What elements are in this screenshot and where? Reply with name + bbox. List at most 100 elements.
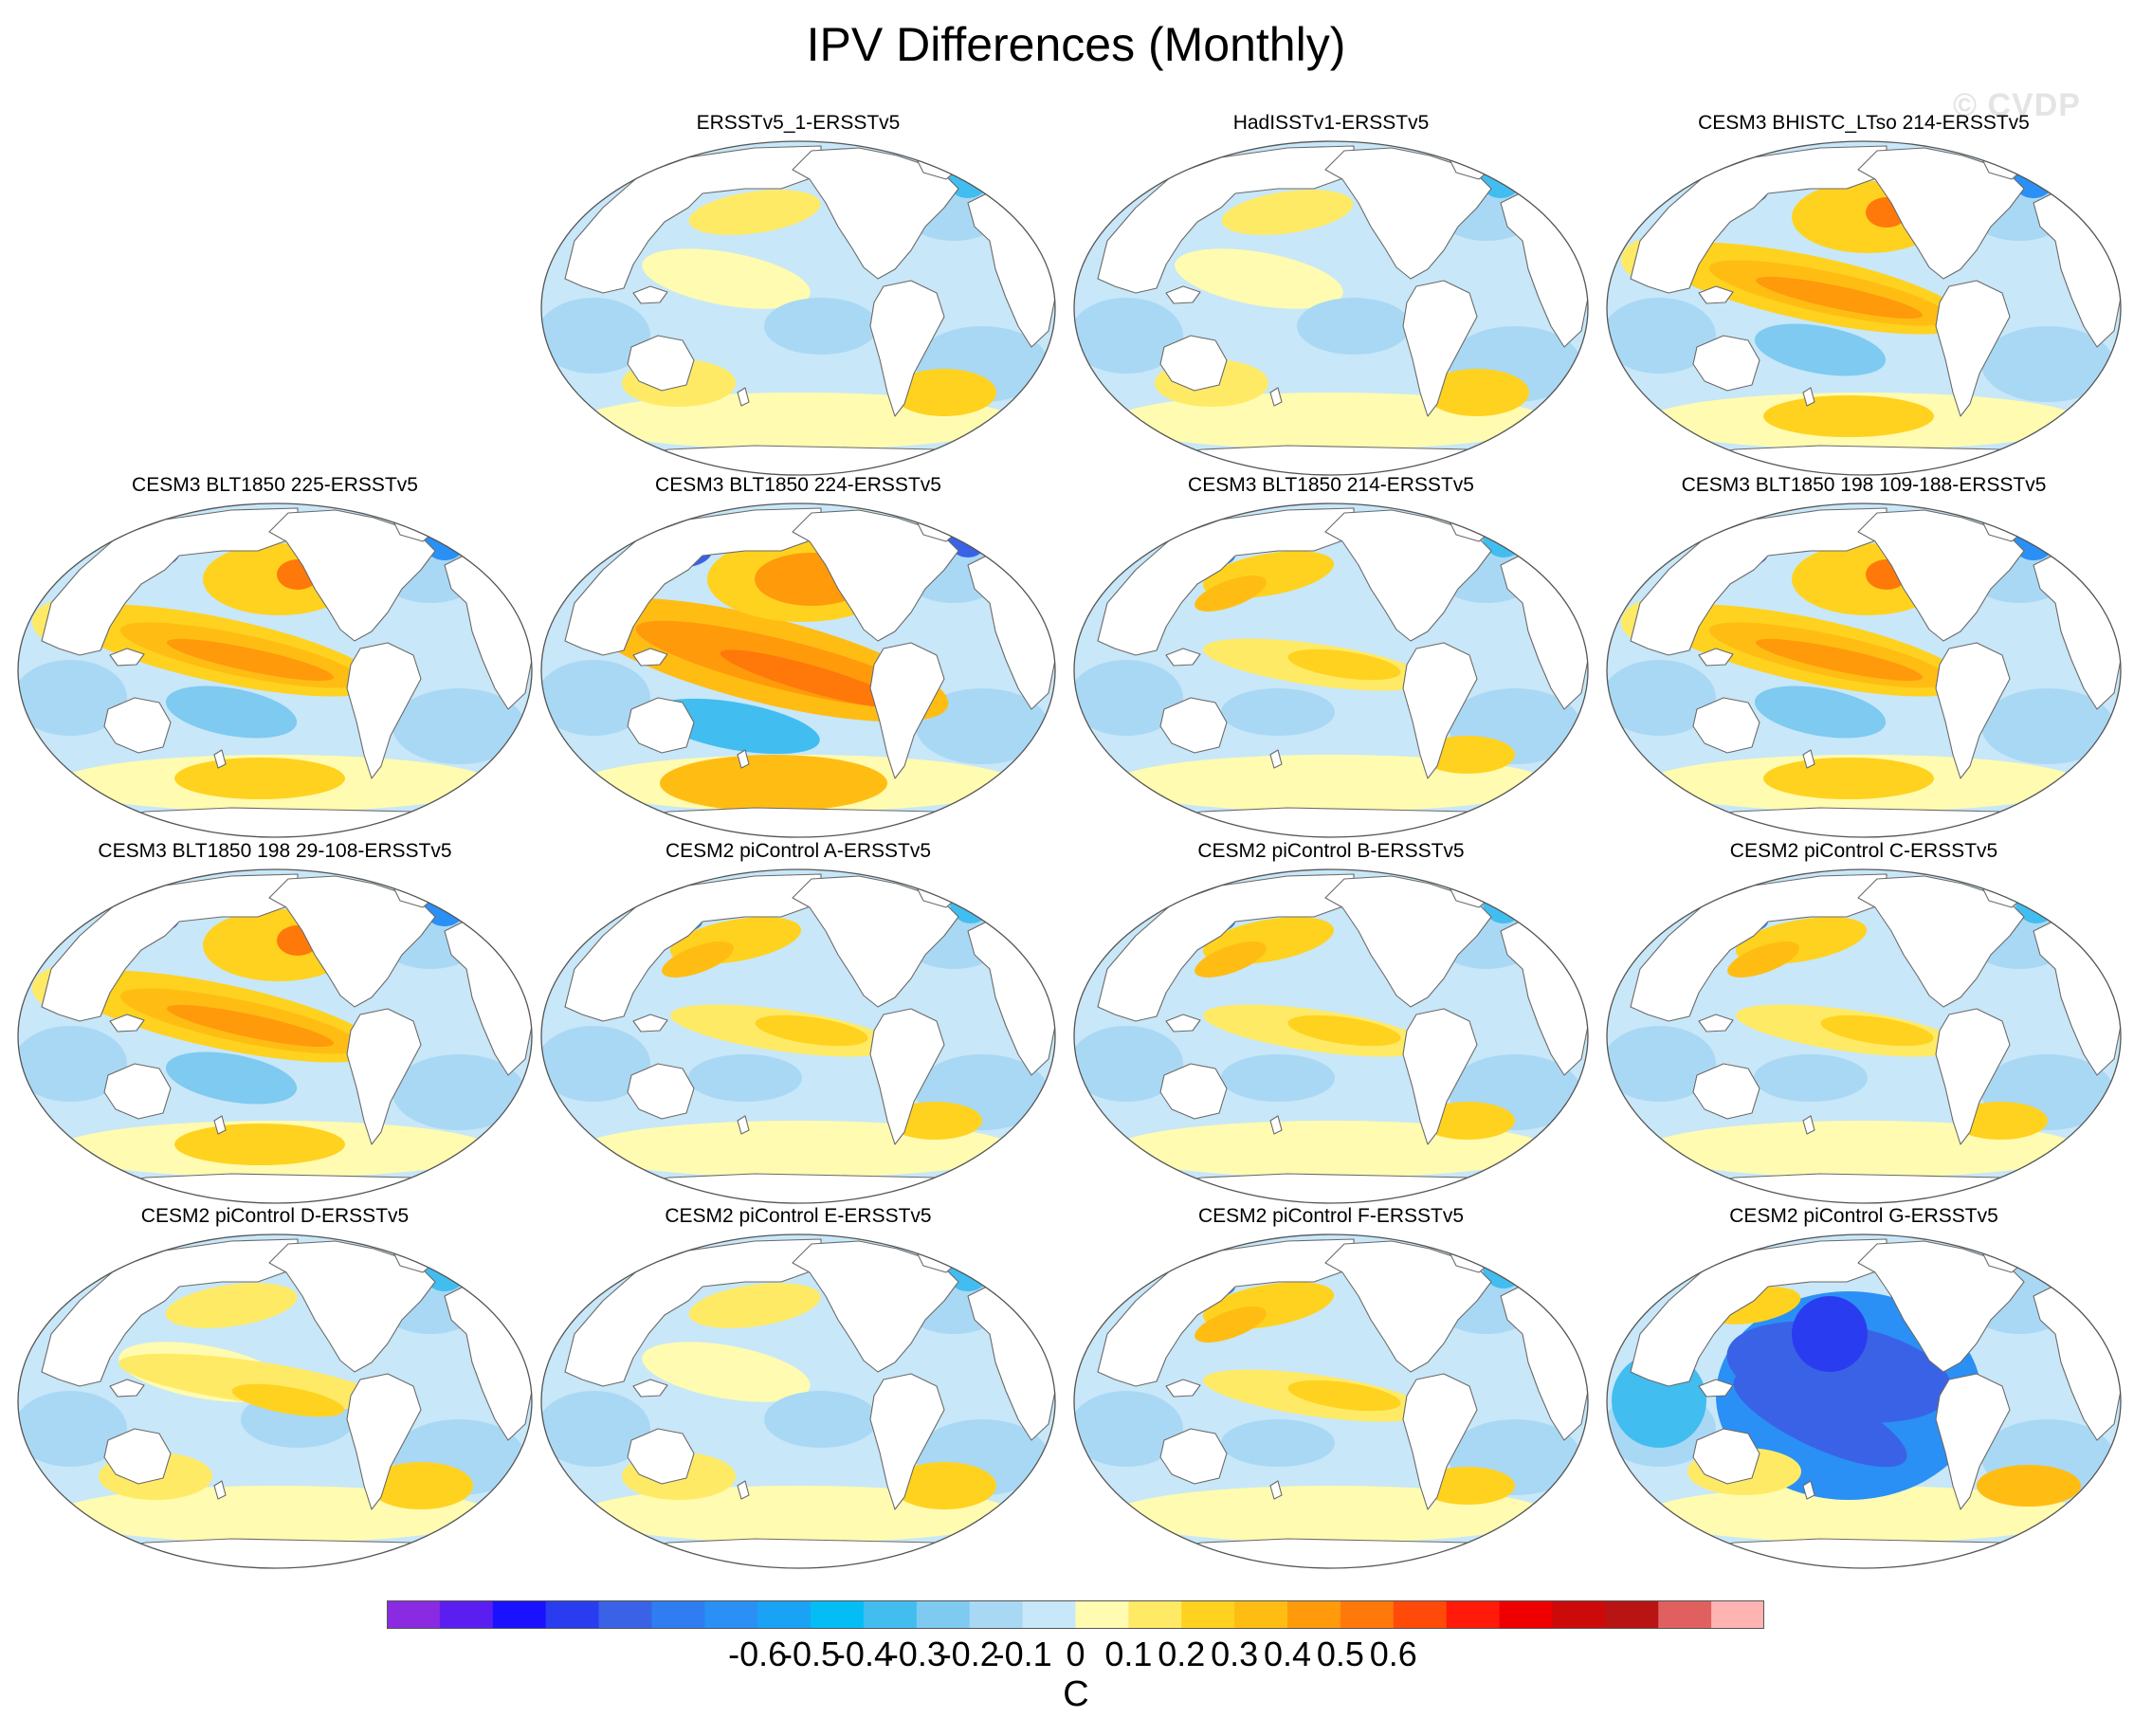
colorbar-tick-label: -0.3	[886, 1635, 946, 1673]
anomaly-patch	[165, 1283, 298, 1328]
colorbar-units: C	[1063, 1674, 1089, 1714]
anomaly-patch	[1792, 1296, 1868, 1372]
anomaly-patch	[1221, 1054, 1335, 1102]
anomaly-patch	[1646, 1486, 2082, 1543]
land-antarctica	[1149, 1173, 1516, 1203]
land-new-zealand	[737, 1480, 750, 1500]
colorbar-tick-label: 0.2	[1158, 1635, 1206, 1673]
colorbar-swatch	[1181, 1600, 1235, 1629]
anomaly-patch	[1754, 685, 1887, 739]
land-south-america	[1402, 1008, 1478, 1145]
land-australia	[627, 1428, 695, 1485]
map-plot	[1606, 503, 2122, 838]
map-panel: ERSSTv5_1-ERSSTv5	[537, 112, 1060, 477]
land-australia	[627, 1063, 695, 1120]
anomaly-patch	[1287, 1014, 1401, 1047]
map-plot	[1073, 140, 1589, 476]
colorbar-outline	[387, 1600, 1764, 1629]
land-maritime-continent	[1165, 1014, 1201, 1032]
ocean-field	[18, 1234, 532, 1568]
colorbar-tick-label: -0.1	[993, 1635, 1052, 1673]
anomaly-patch	[392, 1054, 525, 1130]
panel-title: CESM3 BLT1850 214-ERSSTv5	[1188, 474, 1474, 496]
anomaly-patch	[1074, 298, 1183, 374]
map-plot	[1606, 868, 2122, 1204]
land-maritime-continent	[632, 1379, 668, 1398]
panel-title: CESM2 piControl A-ERSSTv5	[665, 840, 932, 862]
panel-title: HadISSTv1-ERSSTv5	[1232, 112, 1430, 134]
anomaly-patch	[1607, 1026, 1716, 1102]
land-antarctica	[1149, 445, 1516, 475]
map-plot	[540, 1233, 1056, 1569]
colorbar-swatch	[545, 1600, 600, 1629]
colorbar-swatch	[1552, 1600, 1606, 1629]
panel-title: CESM2 piControl D-ERSSTv5	[140, 1205, 410, 1227]
anomaly-patch	[1195, 576, 1267, 612]
land-maritime-continent	[632, 285, 668, 304]
land-australia	[627, 697, 695, 754]
map-panel: CESM3 BHISTC_LTso 214-ERSSTv5	[1602, 112, 2125, 477]
land-antarctica	[1149, 807, 1516, 837]
land-maritime-continent	[1165, 1379, 1201, 1398]
colorbar-swatch	[863, 1600, 918, 1629]
land-new-zealand	[1269, 1115, 1283, 1135]
colorbar-tick-label: 0.6	[1369, 1635, 1417, 1673]
anomaly-patch	[1074, 660, 1183, 736]
globe-outline	[1073, 140, 1589, 476]
ocean-field	[1607, 869, 2121, 1203]
land-new-zealand	[1802, 749, 1815, 769]
anomaly-patch	[1977, 1465, 2081, 1507]
colorbar-swatch	[1022, 1600, 1077, 1629]
land-antarctica	[93, 1538, 460, 1568]
anomaly-patch	[18, 1026, 127, 1102]
colorbar-tick-label: 0.4	[1264, 1635, 1312, 1673]
land-antarctica	[616, 807, 983, 837]
anomaly-patch	[1981, 326, 2114, 402]
anomaly-patch	[642, 248, 811, 309]
map-plot	[540, 868, 1056, 1204]
anomaly-patch	[688, 1054, 802, 1102]
ocean-field	[1607, 503, 2121, 837]
panel-title: CESM2 piControl E-ERSSTv5	[665, 1205, 932, 1227]
land-antarctica	[1682, 1538, 2049, 1568]
map-panel: CESM2 piControl D-ERSSTv5	[13, 1205, 537, 1570]
anomaly-patch	[892, 369, 996, 416]
land-antarctica	[93, 807, 460, 837]
land-new-zealand	[1269, 749, 1283, 769]
map-plot	[1073, 868, 1589, 1204]
map-plot	[1073, 1233, 1589, 1569]
map-panel: CESM3 BLT1850 225-ERSSTv5	[13, 474, 537, 839]
land-new-zealand	[1802, 1480, 1815, 1500]
land-new-zealand	[737, 387, 750, 407]
colorbar-swatch	[387, 1600, 441, 1629]
ocean-field	[541, 1234, 1055, 1568]
anomaly-patch	[392, 688, 525, 764]
panel-title: CESM3 BLT1850 198 29-108-ERSSTv5	[98, 840, 452, 862]
globe-outline	[1073, 868, 1589, 1204]
colorbar-tick-label: -0.2	[939, 1635, 999, 1673]
map-panel: CESM2 piControl F-ERSSTv5	[1069, 1205, 1593, 1570]
anomaly-patch	[165, 685, 298, 739]
anomaly-patch	[662, 941, 734, 978]
colorbar-tick-label: 0	[1066, 1635, 1085, 1673]
anomaly-patch	[541, 1391, 650, 1467]
anomaly-patch	[165, 1051, 298, 1105]
colorbar-swatch	[811, 1600, 865, 1629]
anomaly-patch	[755, 1014, 868, 1047]
land-maritime-continent	[1698, 1379, 1734, 1398]
colorbar-swatch	[1393, 1600, 1448, 1629]
colorbar-swatch	[1711, 1600, 1764, 1629]
land-south-america	[346, 1373, 422, 1510]
map-panel: CESM2 piControl A-ERSSTv5	[537, 840, 1060, 1205]
map-panel: CESM3 BLT1850 198 29-108-ERSSTv5	[13, 840, 537, 1205]
anomaly-patch	[1425, 369, 1529, 416]
anomaly-patch	[174, 758, 345, 799]
anomaly-patch	[764, 298, 878, 355]
colorbar-swatch	[492, 1600, 547, 1629]
panel-title: ERSSTv5_1-ERSSTv5	[696, 112, 901, 134]
colorbar-swatch	[598, 1600, 653, 1629]
map-panel: CESM2 piControl C-ERSSTv5	[1602, 840, 2125, 1205]
anomaly-patch	[1287, 1380, 1401, 1412]
map-plot	[540, 503, 1056, 838]
colorbar-tick-label: -0.5	[781, 1635, 841, 1673]
